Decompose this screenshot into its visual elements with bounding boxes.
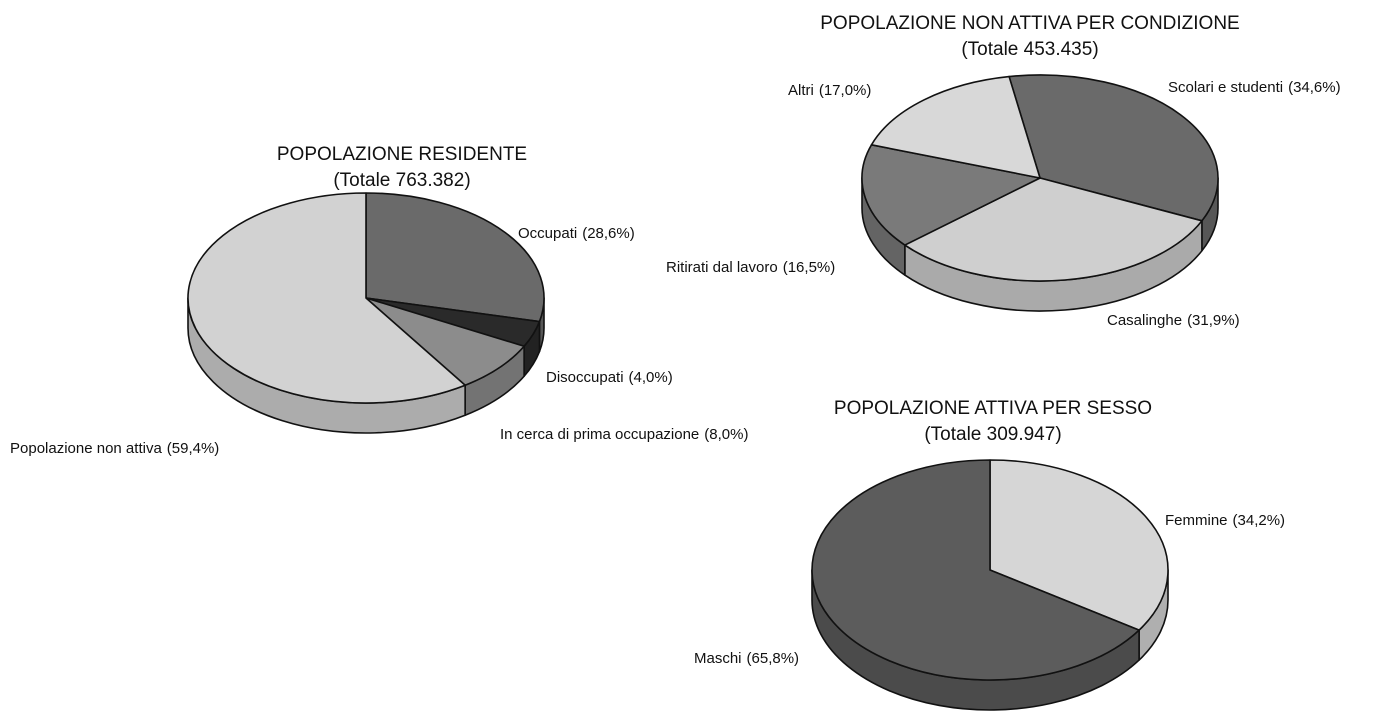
category-label: Scolari e studenti xyxy=(1168,79,1283,96)
value-label: (65,8%) xyxy=(747,650,800,667)
slice-label: Casalinghe (31,9%) xyxy=(1107,312,1240,329)
slice-label: Occupati (28,6%) xyxy=(518,225,635,242)
slice-label: Disoccupati (4,0%) xyxy=(546,369,673,386)
value-label: (4,0%) xyxy=(629,369,673,386)
value-label: (34,2%) xyxy=(1233,512,1286,529)
pie-slice xyxy=(870,75,1041,179)
category-label: Disoccupati xyxy=(546,369,624,386)
category-label: Occupati xyxy=(518,225,577,242)
value-label: (8,0%) xyxy=(704,426,748,443)
pie-chart: POPOLAZIONE RESIDENTE (Totale 763.382) Occ… xyxy=(10,144,748,457)
chart-title: POPOLAZIONE NON ATTIVA PER CONDIZIONE xyxy=(820,13,1239,34)
pie-slice xyxy=(187,192,466,404)
slice-label: Maschi (65,8%) xyxy=(694,650,799,667)
slice-label: Femmine (34,2%) xyxy=(1165,512,1285,529)
pie-slice xyxy=(1008,74,1219,222)
pie-slice xyxy=(904,177,1203,282)
pie-chart: POPOLAZIONE NON ATTIVA PER CONDIZIONE (To… xyxy=(666,13,1341,329)
value-label: (17,0%) xyxy=(819,82,872,99)
category-label: Casalinghe xyxy=(1107,312,1182,329)
chart-subtitle: (Totale 309.947) xyxy=(924,424,1061,445)
chart-subtitle: (Totale 763.382) xyxy=(333,170,470,191)
chart-subtitle: (Totale 453.435) xyxy=(961,39,1098,60)
pie-slice xyxy=(365,192,545,323)
category-label: Altri xyxy=(788,82,814,99)
value-label: (31,9%) xyxy=(1187,312,1240,329)
pie-slice xyxy=(365,297,525,387)
chart-title: POPOLAZIONE ATTIVA PER SESSO xyxy=(834,398,1152,419)
slice-label: Popolazione non attiva (59,4%) xyxy=(10,440,219,457)
category-label: Femmine xyxy=(1165,512,1228,529)
category-label: Ritirati dal lavoro xyxy=(666,259,778,276)
chart-title: POPOLAZIONE RESIDENTE xyxy=(277,144,527,165)
slice-label: Scolari e studenti (34,6%) xyxy=(1168,79,1341,96)
category-label: Popolazione non attiva xyxy=(10,440,162,457)
slice-label: Altri (17,0%) xyxy=(788,82,871,99)
slice-label: In cerca di prima occupazione (8,0%) xyxy=(500,426,748,443)
pie-chart: POPOLAZIONE ATTIVA PER SESSO (Totale 309.… xyxy=(694,398,1285,711)
value-label: (16,5%) xyxy=(783,259,836,276)
category-label: Maschi xyxy=(694,650,742,667)
slice-label: Ritirati dal lavoro (16,5%) xyxy=(666,259,835,276)
value-label: (28,6%) xyxy=(582,225,635,242)
value-label: (34,6%) xyxy=(1288,79,1341,96)
category-label: In cerca di prima occupazione xyxy=(500,426,699,443)
value-label: (59,4%) xyxy=(167,440,220,457)
pie-slice xyxy=(811,459,1140,681)
